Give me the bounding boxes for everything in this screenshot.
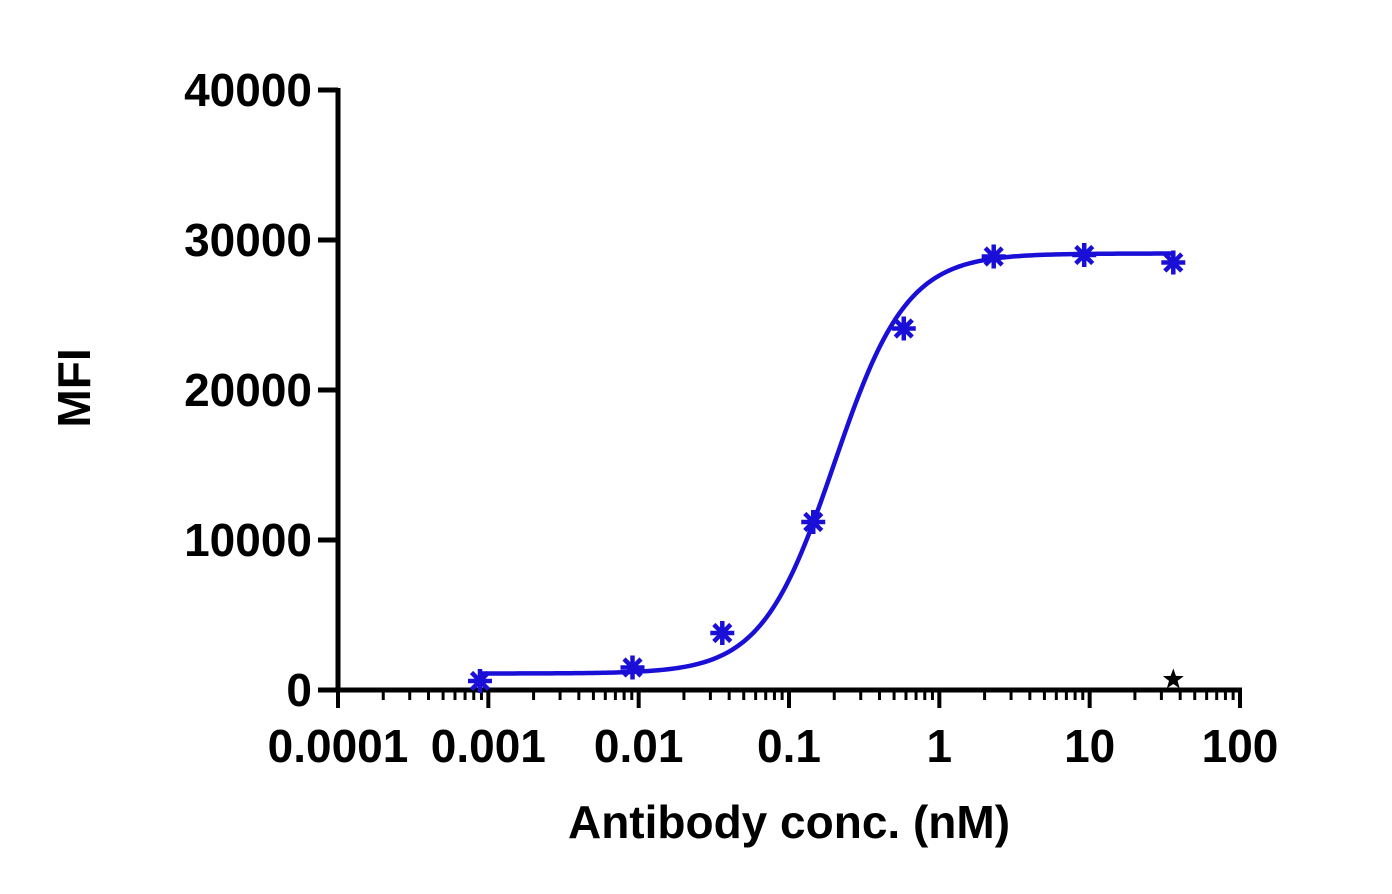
series-0 [467,243,1186,693]
data-point [801,510,826,534]
x-tick-label: 100 [1202,720,1279,772]
x-axis-title: Antibody conc. (nM) [568,796,1010,848]
asterisk-stroke [893,318,914,339]
x-tick-label: 1 [927,720,953,772]
data-point [891,316,916,341]
data-point [981,244,1006,269]
y-tick-label: 30000 [184,214,312,266]
x-tick-label: 0.0001 [268,720,409,772]
x-tick-label: 10 [1064,720,1115,772]
data-point [620,655,645,680]
data-point [467,669,492,693]
asterisk-stroke [1074,244,1095,266]
y-tick-label: 0 [286,664,312,716]
data-point [1161,250,1186,275]
data-point [1072,243,1097,267]
data-point [710,621,735,645]
series-layer [467,243,1186,693]
tick-marks [318,87,1242,708]
tick-labels: 0 10000 20000 30000 40000 0.0001 0.001 0.01 0.1 1… [184,64,1278,772]
asterisk-stroke [622,657,643,678]
fit-curve [479,251,1174,676]
star-shape [1162,668,1184,689]
asterisk-stroke [983,246,1004,267]
y-tick-label: 40000 [184,64,312,116]
x-tick-label: 0.1 [757,720,821,772]
axes [335,88,1242,693]
asterisk-stroke [1163,252,1184,273]
y-tick-label: 10000 [184,514,312,566]
asterisk-stroke [469,670,491,692]
x-tick-label: 0.01 [594,720,684,772]
y-tick-label: 20000 [184,364,312,416]
asterisk-stroke [803,511,824,533]
asterisk-stroke [712,622,733,644]
star-point [1162,668,1184,689]
y-axis-title: MFI [48,348,100,427]
series-1 [1162,668,1184,689]
x-tick-label: 0.001 [431,720,546,772]
